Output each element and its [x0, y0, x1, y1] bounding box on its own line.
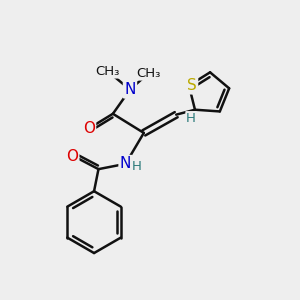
Text: S: S — [187, 78, 197, 93]
Text: CH₃: CH₃ — [136, 67, 160, 80]
Text: CH₃: CH₃ — [96, 65, 120, 78]
Text: H: H — [132, 160, 142, 173]
Text: N: N — [124, 82, 136, 97]
Text: O: O — [83, 121, 95, 136]
Text: H: H — [186, 112, 196, 125]
Text: O: O — [66, 149, 78, 164]
Text: N: N — [120, 156, 131, 171]
